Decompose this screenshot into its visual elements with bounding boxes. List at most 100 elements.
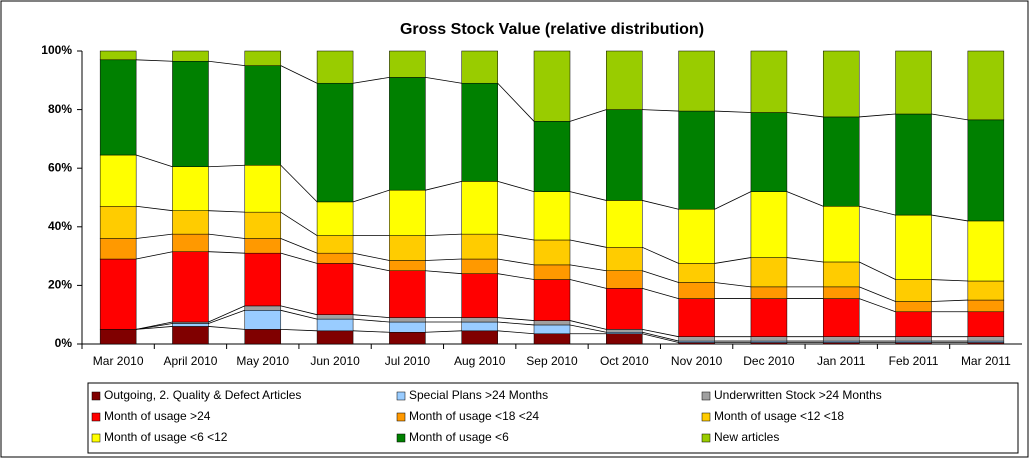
- connector-line: [642, 331, 679, 342]
- legend-label: Month of usage >24: [104, 409, 211, 423]
- bar-segment: [533, 191, 571, 241]
- bar-segment: [172, 210, 209, 235]
- legend-swatch: [701, 433, 711, 443]
- bar-segment: [316, 252, 354, 264]
- legend-swatch: [701, 391, 711, 401]
- bar-segment: [533, 279, 571, 321]
- bar-segment: [822, 298, 860, 337]
- connector-line: [859, 261, 896, 280]
- connector-line: [425, 76, 462, 84]
- bar-segment: [99, 238, 137, 260]
- bar-segment: [461, 258, 498, 274]
- connector-line: [352, 189, 390, 203]
- bar-segment: [389, 270, 426, 318]
- connector-line: [280, 252, 318, 264]
- connector-line: [931, 214, 968, 222]
- bar-segment: [895, 214, 932, 280]
- x-tick-label: April 2010: [163, 354, 217, 368]
- connector-line: [136, 233, 173, 239]
- bar-segment: [822, 116, 860, 207]
- connector-line: [136, 326, 173, 330]
- connector-line: [497, 317, 535, 321]
- bar-segment: [895, 336, 932, 342]
- connector-line: [642, 109, 679, 112]
- bar-segment: [967, 336, 1005, 342]
- connector-line: [208, 309, 245, 324]
- bar-segment: [244, 211, 282, 239]
- legend-box: [87, 382, 1019, 454]
- connector-line: [353, 330, 390, 333]
- bar-segment: [389, 77, 426, 191]
- bar-segment: [967, 119, 1005, 222]
- connector-line: [642, 328, 679, 338]
- bar-segment: [606, 333, 643, 345]
- connector-line: [859, 205, 896, 216]
- connector-line: [352, 252, 390, 261]
- connector-line: [569, 264, 607, 272]
- bar-segment: [389, 317, 426, 323]
- bar-segment: [678, 110, 715, 210]
- connector-line: [714, 257, 751, 264]
- connector-line: [280, 65, 318, 84]
- bar-segment: [461, 321, 498, 332]
- bar-segment: [99, 206, 137, 239]
- connector-line: [497, 233, 535, 241]
- connector-line: [136, 154, 173, 168]
- bar-segment: [967, 311, 1005, 337]
- x-tick-label: Jul 2010: [385, 354, 431, 368]
- connector-line: [280, 238, 318, 254]
- connector-line: [353, 76, 390, 84]
- bar-segment: [678, 50, 715, 112]
- bar-segment: [389, 332, 426, 345]
- bar-segment: [895, 301, 932, 313]
- connector-line: [208, 60, 245, 67]
- x-tick-label: Dec 2010: [743, 354, 795, 368]
- bar-segment: [461, 273, 498, 318]
- connector-line: [208, 326, 245, 330]
- bar-segment: [316, 82, 354, 203]
- x-tick-label: Mar 2010: [93, 354, 144, 368]
- connector-line: [425, 330, 462, 333]
- legend-label: Month of usage <18 <24: [409, 409, 539, 423]
- bar-segment: [461, 317, 498, 323]
- bar-segment: [895, 113, 932, 216]
- connector-line: [497, 273, 535, 280]
- bar-segment: [533, 239, 571, 266]
- legend-swatch: [91, 391, 101, 401]
- connector-line: [497, 330, 535, 335]
- bar-segment: [678, 282, 715, 299]
- bar-segment: [533, 320, 571, 326]
- connector-line: [714, 282, 751, 288]
- connector-line: [642, 287, 679, 299]
- y-tick-label: 80%: [48, 102, 72, 116]
- bar-segment: [606, 247, 643, 271]
- connector-line: [352, 263, 390, 272]
- bar-segment: [533, 324, 571, 334]
- bar-segment: [750, 257, 788, 288]
- bar-segment: [316, 318, 354, 332]
- bar-segment: [822, 286, 860, 299]
- connector-line: [569, 279, 607, 289]
- connector-line: [208, 210, 245, 213]
- bar-segment: [606, 109, 643, 201]
- connector-line: [497, 258, 535, 266]
- bar-segment: [172, 326, 209, 345]
- bar-segment: [895, 279, 932, 302]
- bar-segment: [316, 50, 354, 84]
- bar-segment: [750, 50, 788, 113]
- bar-segment: [533, 264, 571, 280]
- bar-segment: [244, 50, 282, 66]
- x-tick-label: Jun 2010: [310, 354, 360, 368]
- bar-segment: [172, 251, 209, 323]
- bar-segment: [606, 50, 643, 110]
- bar-segment: [461, 233, 498, 260]
- bar-segment: [606, 270, 643, 289]
- x-tick-label: Feb 2011: [889, 354, 939, 368]
- connector-line: [208, 305, 245, 323]
- connector-line: [642, 200, 679, 210]
- connector-line: [280, 309, 318, 320]
- bar-segment: [99, 258, 137, 330]
- connector-line: [208, 164, 245, 168]
- bar-segment: [461, 181, 498, 235]
